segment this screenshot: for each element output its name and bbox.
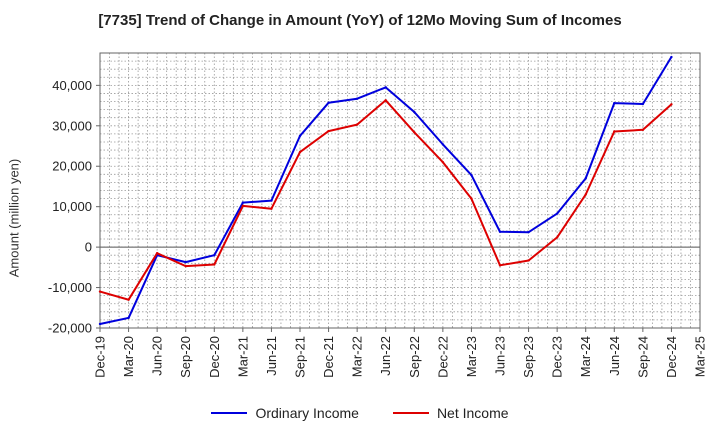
data-point [641,128,645,132]
legend: Ordinary Income Net Income [0,405,720,421]
data-point [327,129,330,133]
data-point [413,131,416,134]
data-point [355,97,359,100]
data-point [384,86,387,89]
x-tick-label: Mar-24 [578,336,593,377]
chart-title: [7735] Trend of Change in Amount (YoY) o… [98,12,622,29]
data-point [184,260,187,264]
data-point [470,197,473,200]
legend-swatch-ordinary-income [211,412,248,414]
y-tick-label: 10,000 [52,199,92,214]
data-point [613,130,616,133]
data-point [98,290,102,293]
x-tick-label: Mar-20 [121,336,136,377]
x-tick-label: Dec-22 [435,336,450,378]
data-point [641,102,645,106]
data-point [241,204,245,208]
data-point [584,193,587,196]
data-point [498,230,502,233]
x-tick-label: Sep-24 [635,336,650,378]
plot-area [100,53,700,328]
x-tick-label: Sep-23 [521,336,536,378]
x-tick-label: Mar-23 [464,336,479,377]
y-tick-label: -10,000 [48,280,92,295]
data-point [441,143,445,146]
x-tick-label: Dec-24 [664,336,679,378]
x-tick-label: Jun-22 [378,336,393,376]
legend-swatch-net-income [392,412,429,414]
y-tick-label: 40,000 [52,78,92,93]
data-point [527,230,530,234]
data-point [613,101,616,105]
data-point [441,160,445,164]
data-point [184,264,187,268]
data-point [555,212,559,215]
legend-label-net-income: Net Income [436,405,509,421]
legend-item-net-income: Net Income [392,405,509,421]
x-tick-label: Mar-25 [693,336,708,377]
data-point [213,254,216,257]
x-tick-label: Jun-20 [150,336,165,376]
x-tick-label: Jun-24 [607,336,622,376]
x-tick-label: Mar-22 [350,336,365,377]
data-point [298,150,302,154]
data-point [155,251,159,255]
data-point [384,99,387,102]
data-point [270,199,273,202]
data-point [670,55,673,59]
data-point [355,123,359,126]
x-tick-label: Mar-21 [235,336,250,377]
x-tick-label: Dec-19 [93,336,108,378]
y-tick-label: 0 [85,240,92,255]
data-point [413,110,416,114]
legend-label-ordinary-income: Ordinary Income [255,405,359,421]
data-point [127,316,130,320]
y-tick-label: -20,000 [48,321,92,336]
data-point [470,173,473,177]
data-point [127,298,130,301]
data-point [498,264,502,267]
y-tick-label: 30,000 [52,118,92,133]
data-point [213,263,216,266]
x-tick-label: Dec-20 [207,336,222,378]
data-point [241,201,245,204]
data-point [327,101,330,104]
data-point [584,177,587,180]
data-point [98,322,102,326]
x-tick-label: Sep-20 [178,336,193,378]
legend-item-ordinary-income: Ordinary Income [211,405,359,421]
x-tick-label: Dec-21 [321,336,336,378]
data-point [527,259,530,262]
data-point [270,207,273,210]
x-tick-label: Jun-23 [493,336,508,376]
x-tick-label: Jun-21 [264,336,279,376]
data-point [555,236,559,239]
x-tick-label: Dec-23 [550,336,565,378]
x-tick-label: Sep-21 [293,336,308,378]
x-tick-label: Sep-22 [407,336,422,378]
data-point [298,134,302,138]
y-tick-label: 20,000 [52,159,92,174]
data-point [670,103,673,106]
plot-frame [99,52,701,329]
